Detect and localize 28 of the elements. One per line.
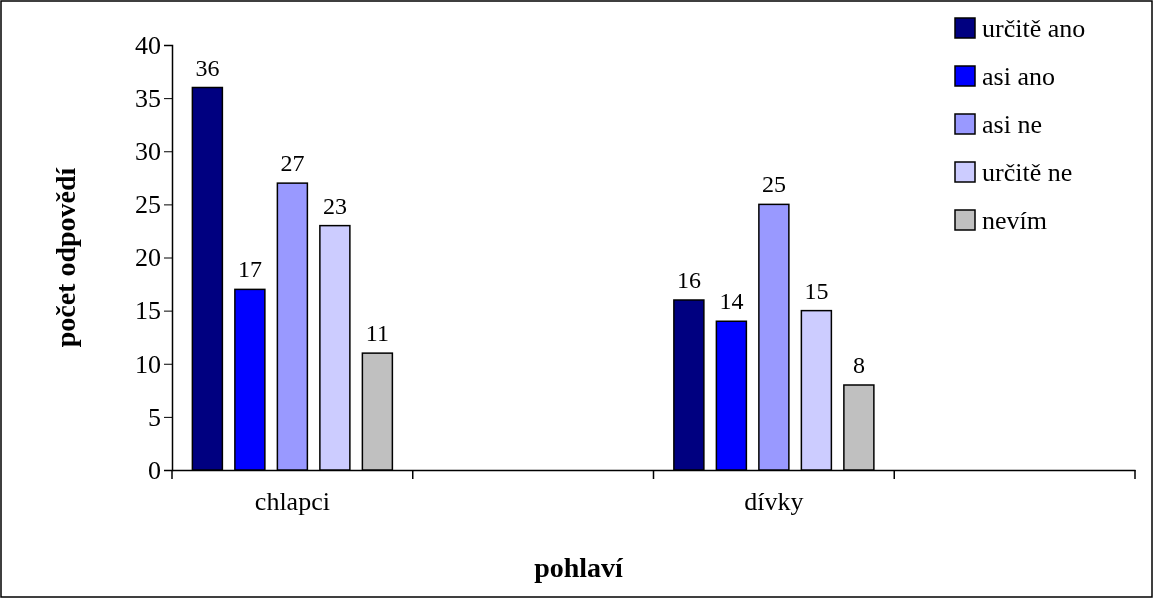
legend-label: určitě ne: [982, 158, 1073, 187]
data-label: 17: [237, 256, 262, 283]
y-tick-label: 5: [148, 402, 161, 432]
data-label: 36: [195, 54, 220, 81]
y-tick-label: 40: [135, 30, 161, 60]
legend-label: nevím: [982, 206, 1047, 235]
y-tick-label: 10: [135, 349, 161, 379]
y-axis-title: počet odpovědí: [50, 166, 81, 348]
legend-label: asi ne: [982, 110, 1042, 139]
data-label: 11: [365, 320, 389, 347]
x-axis-title: pohlaví: [534, 552, 625, 583]
data-label: 14: [719, 288, 744, 315]
legend-label: určitě ano: [982, 14, 1086, 43]
y-tick-label: 30: [135, 137, 161, 167]
y-tick-label: 25: [135, 190, 161, 220]
data-label: 25: [761, 171, 786, 198]
data-label: 27: [280, 150, 305, 177]
x-tick-label: chlapci: [254, 487, 330, 517]
x-tick-label: dívky: [744, 487, 804, 517]
legend-label: asi ano: [982, 62, 1055, 91]
y-tick-label: 20: [135, 243, 161, 273]
y-tick-label: 15: [135, 296, 161, 326]
data-label: 16: [676, 267, 701, 293]
y-tick-label: 0: [148, 455, 161, 485]
data-label: 15: [804, 277, 829, 304]
data-label: 23: [322, 192, 347, 219]
data-label: 8: [852, 352, 865, 378]
y-tick-label: 35: [135, 83, 161, 113]
